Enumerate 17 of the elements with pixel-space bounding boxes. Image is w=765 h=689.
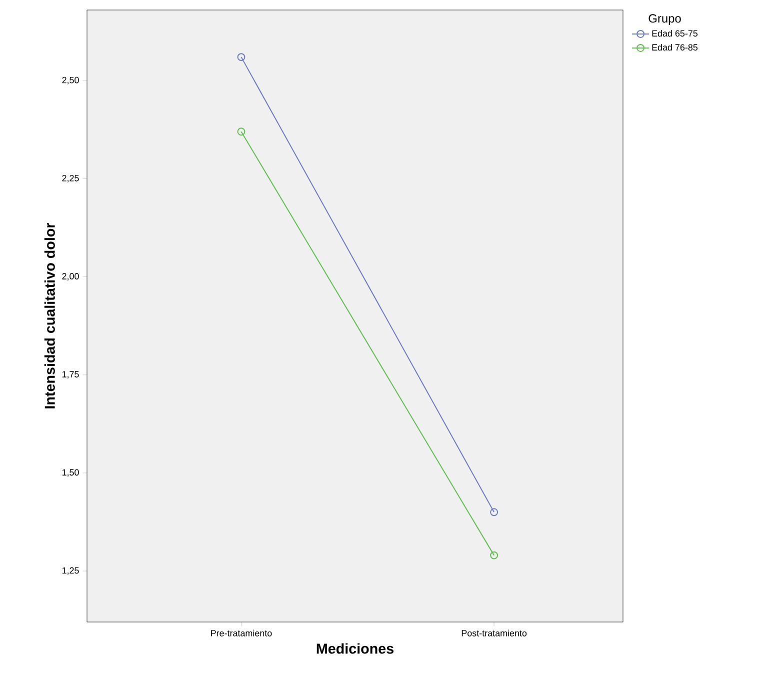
legend-label: Edad 76-85 — [652, 44, 698, 51]
y-tick-label: 1,25 — [62, 567, 79, 575]
point — [490, 551, 498, 560]
y-axis-title: Intensidad cualitativo dolor — [44, 222, 55, 408]
x-axis-title: Mediciones — [316, 643, 394, 654]
y-tick-label: 2,50 — [62, 76, 79, 84]
point — [490, 508, 498, 516]
legend-label: Edad 65-75 — [652, 30, 698, 37]
point — [237, 53, 246, 62]
point — [237, 128, 246, 136]
y-tick-label: 2,00 — [62, 273, 79, 280]
x-tick-label: Pre-tratamiento — [211, 630, 272, 636]
y-tick-label: 1,50 — [62, 469, 79, 477]
y-tick-label: 2,25 — [62, 174, 79, 182]
y-tick-label: 1,75 — [62, 371, 79, 378]
legend-title: Grupo — [648, 14, 681, 26]
x-tick-label: Post-tratamiento — [462, 630, 527, 636]
